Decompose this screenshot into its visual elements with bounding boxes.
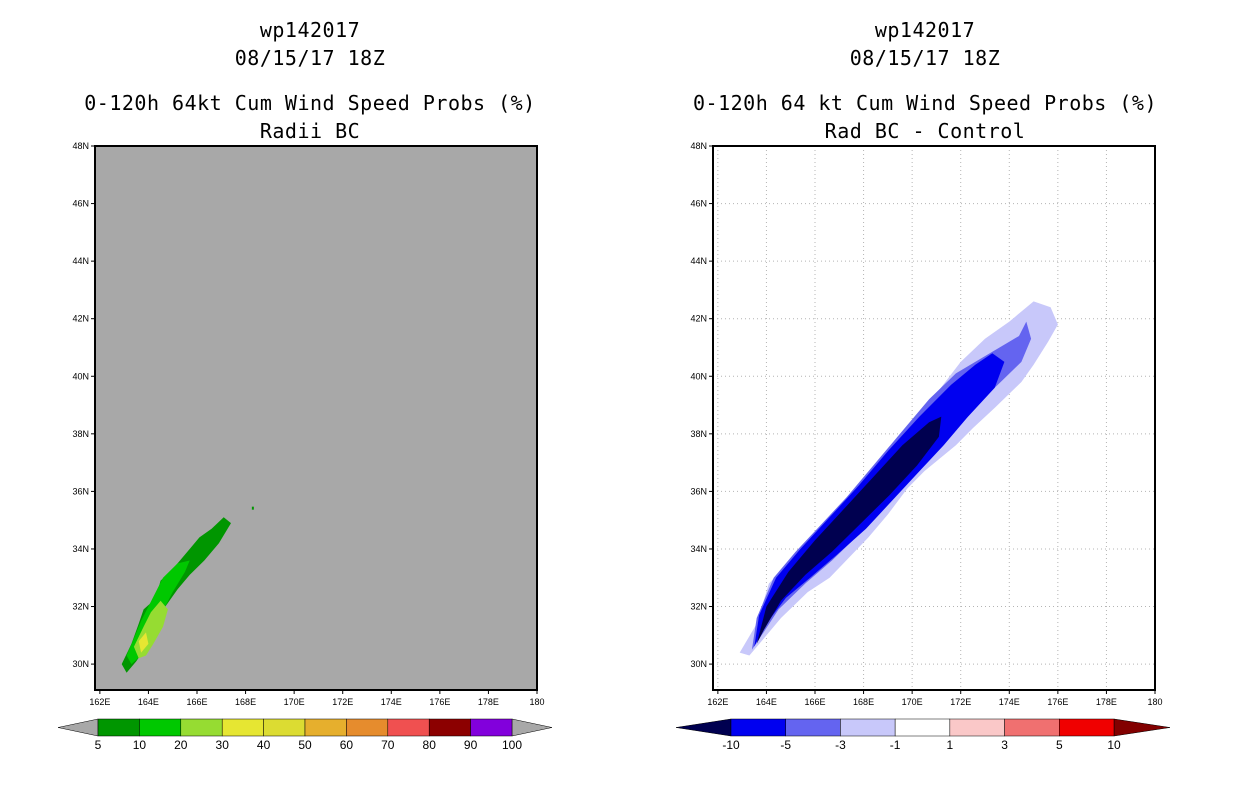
left-colorbar: 5 10 20 30 40 50 60 70 80 90 100 <box>57 718 553 752</box>
left-y-tick-label: 32N <box>72 602 89 612</box>
left-plot-frame <box>94 145 538 691</box>
left-colorbar-label: 5 <box>95 738 102 752</box>
left-chart: 162E 164E 166E 168E 170E 172E 174E 176E 178E 180 3… <box>72 141 544 707</box>
left-colorbar-swatch <box>97 718 140 737</box>
right-colorbar-swatch <box>840 718 896 737</box>
right-colorbar-swatch <box>785 718 841 737</box>
right-x-tick-label: 172E <box>950 697 971 707</box>
right-x-tick-label: 166E <box>804 697 825 707</box>
left-x-tick-label: 174E <box>381 697 402 707</box>
left-title-storm-id: wp142017 <box>259 18 361 42</box>
right-colorbar-label: -10 <box>722 738 740 752</box>
right-y-tick-label: 42N <box>690 314 707 324</box>
right-y-tick-label: 30N <box>690 659 707 669</box>
right-colorbar-swatch <box>730 718 786 737</box>
right-title-storm-id: wp142017 <box>874 18 976 42</box>
left-colorbar-label: 40 <box>257 738 271 752</box>
left-title-product: 0-120h 64kt Cum Wind Speed Probs (%) <box>84 91 536 115</box>
left-colorbar-swatch <box>428 718 471 737</box>
right-colorbar-label: 5 <box>1056 738 1063 752</box>
left-colorbar-label: 70 <box>381 738 395 752</box>
left-contour-30 <box>138 632 149 653</box>
left-colorbar-swatch <box>346 718 389 737</box>
left-x-tick-label: 168E <box>235 697 256 707</box>
right-colorbar-label: -5 <box>780 738 791 752</box>
left-colorbar-label: 50 <box>298 738 312 752</box>
left-y-tick-label: 38N <box>72 429 89 439</box>
right-colorbar-label: -3 <box>835 738 846 752</box>
left-x-tick-label: 162E <box>89 697 110 707</box>
right-colorbar-label: 10 <box>1107 738 1121 752</box>
right-y-tick-label: 40N <box>690 371 707 381</box>
right-colorbar-arrow-high <box>1113 718 1171 737</box>
right-colorbar-label: -1 <box>890 738 901 752</box>
right-x-tick-label: 180 <box>1147 697 1162 707</box>
left-title-subtitle: Radii BC <box>259 119 361 143</box>
right-x-tick-label: 170E <box>902 697 923 707</box>
right-colorbar-label: 3 <box>1001 738 1008 752</box>
right-colorbar-label: 1 <box>947 738 954 752</box>
left-title-datetime: 08/15/17 18Z <box>234 46 386 70</box>
left-colorbar-swatch <box>139 718 182 737</box>
left-colorbar-label: 20 <box>174 738 188 752</box>
right-y-tick-label: 48N <box>690 141 707 151</box>
left-colorbar-label: 30 <box>216 738 230 752</box>
left-y-tick-label: 46N <box>72 199 89 209</box>
left-y-tick-label: 48N <box>72 141 89 151</box>
left-y-tick-label: 36N <box>72 486 89 496</box>
right-x-tick-label: 174E <box>999 697 1020 707</box>
right-y-tick-label: 34N <box>690 544 707 554</box>
left-colorbar-swatch <box>387 718 430 737</box>
left-colorbar-swatch <box>221 718 264 737</box>
right-colorbar-arrow-low <box>675 718 732 737</box>
left-colorbar-swatch <box>263 718 306 737</box>
left-colorbar-label: 10 <box>133 738 147 752</box>
right-y-tick-label: 36N <box>690 486 707 496</box>
left-colorbar-label: 100 <box>502 738 522 752</box>
right-x-tick-label: 164E <box>756 697 777 707</box>
right-y-tick-label: 44N <box>690 256 707 266</box>
right-colorbar: -10 -5 -3 -1 1 3 5 10 <box>675 718 1171 752</box>
left-colorbar-arrow-low <box>57 718 99 737</box>
left-colorbar-arrow-high <box>511 718 553 737</box>
right-x-tick-label: 162E <box>707 697 728 707</box>
right-title-datetime: 08/15/17 18Z <box>849 46 1001 70</box>
left-contour-speck <box>251 506 254 510</box>
right-y-tick-label: 32N <box>690 602 707 612</box>
right-contour--10 <box>756 416 942 644</box>
left-y-tick-label: 42N <box>72 314 89 324</box>
left-colorbar-swatch <box>304 718 347 737</box>
left-x-tick-label: 164E <box>138 697 159 707</box>
right-title-product: 0-120h 64 kt Cum Wind Speed Probs (%) <box>692 91 1158 115</box>
left-y-tick-label: 30N <box>72 659 89 669</box>
left-y-tick-label: 34N <box>72 544 89 554</box>
right-plot-frame <box>712 145 1156 691</box>
right-x-tick-label: 176E <box>1047 697 1068 707</box>
right-colorbar-swatch <box>1059 718 1115 737</box>
right-colorbar-swatch <box>894 718 951 737</box>
left-x-tick-label: 170E <box>284 697 305 707</box>
right-y-tick-label: 38N <box>690 429 707 439</box>
left-colorbar-swatch <box>180 718 223 737</box>
left-colorbar-swatch <box>470 718 513 737</box>
left-colorbar-label: 80 <box>423 738 437 752</box>
right-colorbar-swatch <box>949 718 1005 737</box>
left-y-tick-label: 40N <box>72 371 89 381</box>
right-title-subtitle: Rad BC - Control <box>824 119 1026 143</box>
left-x-tick-label: 166E <box>186 697 207 707</box>
right-y-tick-label: 46N <box>690 199 707 209</box>
right-colorbar-swatch <box>1004 718 1060 737</box>
left-x-tick-label: 178E <box>478 697 499 707</box>
left-x-tick-label: 180 <box>529 697 544 707</box>
left-colorbar-label: 90 <box>464 738 478 752</box>
right-x-tick-label: 168E <box>853 697 874 707</box>
right-chart: 162E 164E 166E 168E 170E 172E 174E 176E 178E 180 3… <box>690 141 1162 707</box>
left-x-tick-label: 176E <box>429 697 450 707</box>
left-y-tick-label: 44N <box>72 256 89 266</box>
left-x-tick-label: 172E <box>332 697 353 707</box>
right-x-tick-label: 178E <box>1096 697 1117 707</box>
left-colorbar-label: 60 <box>340 738 354 752</box>
